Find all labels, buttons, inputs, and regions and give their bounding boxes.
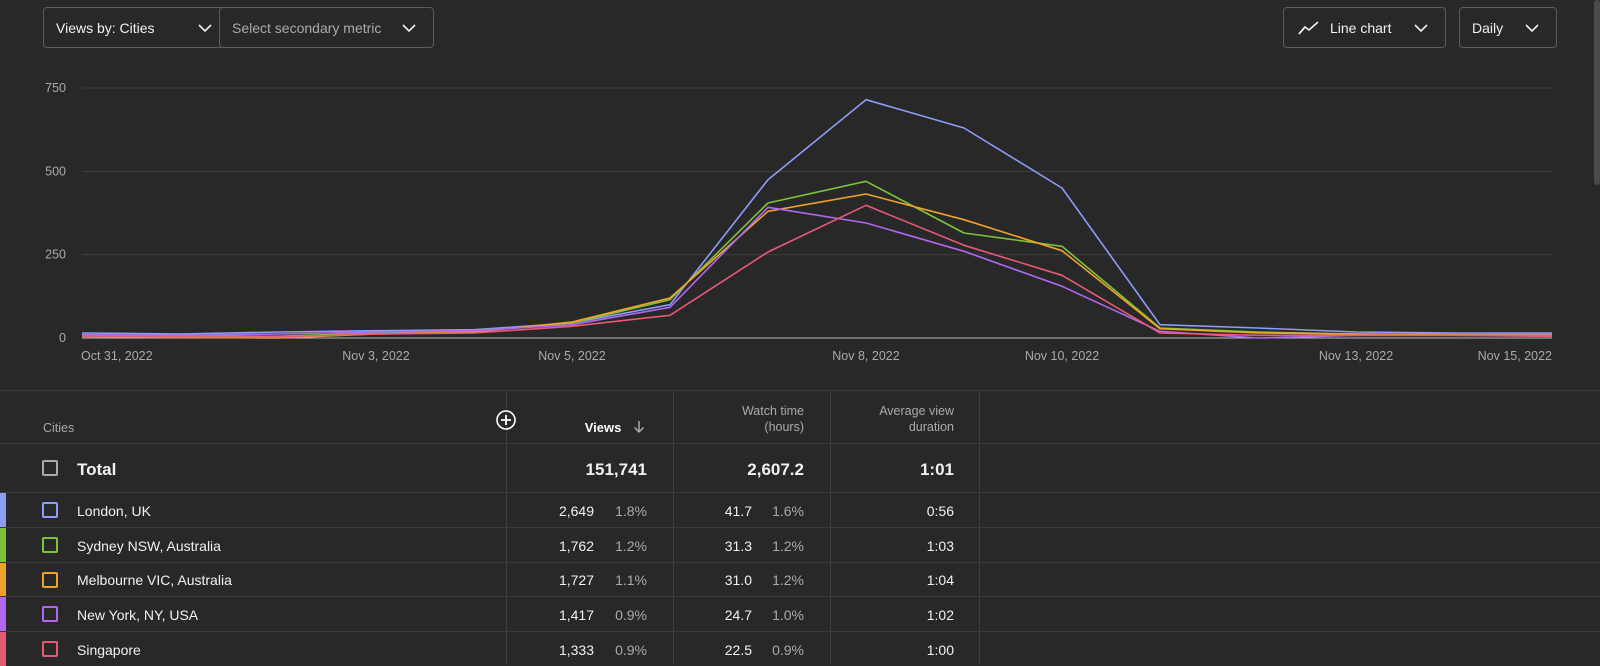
x-tick-label: Nov 10, 2022 [1025, 349, 1099, 363]
x-tick-label: Nov 13, 2022 [1319, 349, 1393, 363]
avg-duration-value: 1:02 [926, 607, 954, 623]
total-views: 151,741 [585, 460, 647, 479]
chart-type-label: Line chart [1330, 19, 1392, 36]
data-table [0, 390, 1600, 666]
x-tick-label: Nov 15, 2022 [1478, 349, 1552, 363]
views-value: 1,762 [558, 538, 594, 554]
table-row[interactable]: London, UK 2,649 1.8% 41.7 1.6% 0:56 [0, 492, 1600, 528]
watch-time-header[interactable]: Watch time (hours) [690, 403, 804, 435]
total-avg-duration: 1:01 [919, 460, 954, 479]
city-name: Melbourne VIC, Australia [77, 572, 232, 588]
interval-dropdown[interactable]: Daily [1459, 7, 1557, 48]
table-row[interactable]: Melbourne VIC, Australia 1,727 1.1% 31.0… [0, 562, 1600, 597]
table-row[interactable]: New York, NY, USA 1,417 0.9% 24.7 1.0% 1… [0, 596, 1600, 632]
add-column-icon[interactable] [496, 410, 516, 430]
series-line [81, 98, 1552, 335]
series-color-bar [0, 563, 6, 597]
avg-view-header-line1: Average view [879, 404, 954, 418]
watch-time-value: 22.5 [724, 642, 752, 658]
series-color-bar [0, 597, 6, 632]
views-value: 2,649 [558, 503, 594, 519]
row-checkbox[interactable] [42, 606, 58, 622]
series-line [81, 204, 1553, 338]
city-name: London, UK [77, 503, 151, 519]
y-tick-label: 750 [45, 81, 66, 95]
page-scrollbar[interactable] [1594, 0, 1600, 185]
watch-time-percent: 1.2% [772, 572, 804, 588]
column-divider [979, 391, 980, 665]
sort-arrow-down-icon [633, 421, 645, 434]
watch-time-percent: 1.2% [772, 538, 804, 554]
series-line [81, 180, 1552, 338]
views-percent: 0.9% [615, 607, 647, 623]
y-tick-label: 0 [59, 331, 66, 345]
x-tick-label: Oct 31, 2022 [81, 349, 153, 363]
row-checkbox[interactable] [42, 641, 58, 657]
total-row: Total 151,741 2,607.2 1:01 [0, 443, 1600, 493]
views-percent: 1.2% [615, 538, 647, 554]
watch-time-header-line2: (hours) [764, 420, 804, 434]
avg-duration-value: 1:04 [926, 572, 954, 588]
series-color-bar [0, 632, 6, 666]
y-tick-label: 250 [45, 248, 66, 262]
city-name: New York, NY, USA [77, 607, 199, 623]
avg-duration-value: 0:56 [926, 503, 954, 519]
views-header[interactable]: Views [560, 420, 645, 436]
x-tick-label: Nov 3, 2022 [342, 349, 409, 363]
views-percent: 0.9% [615, 642, 647, 658]
row-checkbox[interactable] [42, 502, 58, 518]
column-divider [506, 391, 507, 665]
series-color-bar [0, 493, 6, 528]
row-checkbox[interactable] [42, 537, 58, 553]
y-tick-label: 500 [45, 164, 66, 178]
chart-type-dropdown[interactable]: Line chart [1283, 7, 1446, 48]
total-checkbox[interactable] [42, 460, 58, 476]
watch-time-value: 24.7 [724, 607, 752, 623]
x-tick-label: Nov 5, 2022 [538, 349, 605, 363]
column-divider [673, 391, 674, 665]
city-name: Singapore [77, 642, 141, 658]
views-value: 1,417 [558, 607, 594, 623]
avg-view-header-line2: duration [908, 420, 954, 434]
line-chart: 750 500 250 0 Oct 31, 2022 Nov 3, 2022 Nov 5, … [45, 81, 1553, 363]
watch-time-percent: 1.0% [772, 607, 804, 623]
line-chart-icon [1298, 20, 1319, 35]
views-by-label: Views by: Cities [56, 19, 155, 36]
views-value: 1,727 [558, 572, 594, 588]
x-tick-label: Nov 8, 2022 [832, 349, 899, 363]
views-percent: 1.1% [615, 572, 647, 588]
views-header-label: Views [584, 420, 622, 435]
watch-time-percent: 1.6% [772, 503, 804, 519]
watch-time-value: 31.0 [724, 572, 752, 588]
avg-view-duration-header[interactable]: Average view duration [850, 403, 954, 435]
chevron-down-icon [1414, 24, 1428, 33]
total-watch-time: 2,607.2 [747, 460, 804, 479]
watch-time-value: 31.3 [724, 538, 752, 554]
views-value: 1,333 [558, 642, 594, 658]
views-by-dropdown[interactable]: Views by: Cities [43, 7, 230, 48]
column-divider [830, 391, 831, 665]
series-line [81, 206, 1552, 339]
secondary-metric-label: Select secondary metric [232, 19, 382, 36]
total-label: Total [77, 460, 117, 479]
row-checkbox[interactable] [42, 572, 58, 588]
watch-time-value: 41.7 [724, 503, 752, 519]
avg-duration-value: 1:03 [926, 538, 954, 554]
watch-time-percent: 0.9% [772, 642, 804, 658]
watch-time-header-line1: Watch time [741, 404, 804, 418]
chevron-down-icon [198, 24, 212, 33]
series-color-bar [0, 528, 6, 563]
interval-label: Daily [1472, 19, 1504, 36]
table-row[interactable]: Sydney NSW, Australia 1,762 1.2% 31.3 1.… [0, 527, 1600, 563]
table-row[interactable]: Singapore 1,333 0.9% 22.5 0.9% 1:00 [0, 631, 1600, 666]
city-name: Sydney NSW, Australia [77, 538, 221, 554]
avg-duration-value: 1:00 [926, 642, 954, 658]
chevron-down-icon [402, 24, 416, 33]
chevron-down-icon [1525, 24, 1539, 33]
secondary-metric-dropdown[interactable]: Select secondary metric [219, 7, 434, 48]
cities-header[interactable]: Cities [43, 421, 75, 435]
views-percent: 1.8% [615, 503, 647, 519]
